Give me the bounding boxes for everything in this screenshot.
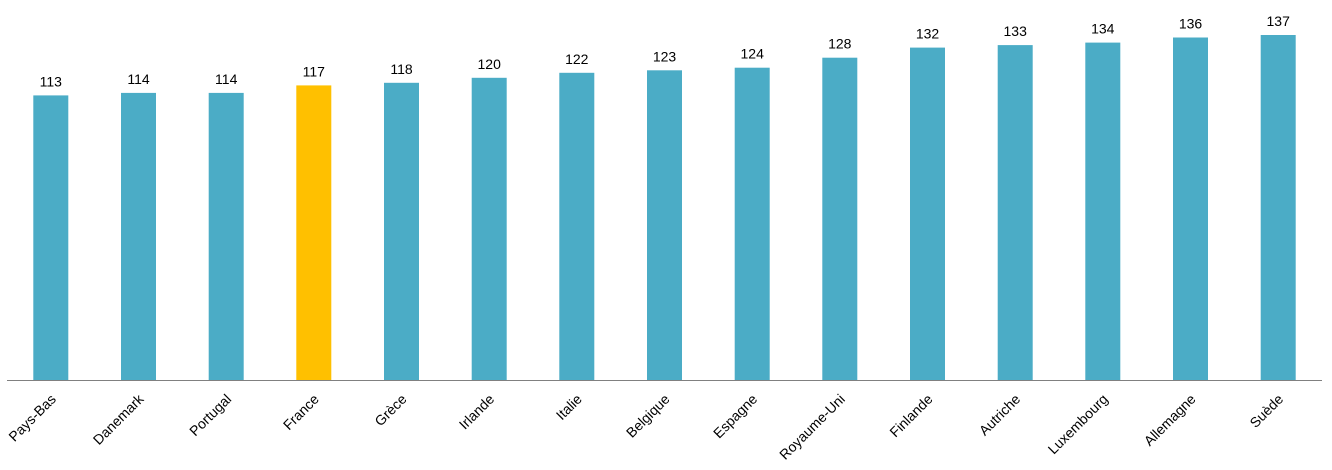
category-label: Danemark: [90, 390, 148, 448]
value-label: 122: [565, 51, 589, 67]
value-label: 136: [1179, 16, 1203, 32]
value-label: 120: [478, 56, 502, 72]
bar-portugal: [208, 92, 244, 381]
value-label: 118: [390, 61, 413, 77]
category-label: Espagne: [710, 391, 761, 442]
value-label: 124: [741, 46, 765, 62]
value-labels-group: 113 114 114 117 118 120 122 123 124 128 132 133 134 1…: [40, 13, 1290, 89]
bar-france: [296, 85, 332, 381]
bar-allemagne: [1173, 37, 1208, 380]
bar-royaume-uni: [822, 57, 858, 380]
value-label: 114: [215, 71, 238, 87]
bar-pays-bas: [33, 95, 69, 381]
value-label: 113: [40, 73, 63, 89]
bar-su-de: [1260, 35, 1296, 380]
category-label: Autriche: [976, 391, 1024, 439]
bar-luxembourg: [1085, 42, 1121, 380]
bar-autriche: [997, 45, 1033, 380]
value-label: 137: [1267, 13, 1291, 29]
value-label: 132: [916, 26, 940, 42]
category-label: Irlande: [456, 391, 498, 433]
bar-espagne: [734, 67, 770, 380]
category-label: Portugal: [186, 391, 234, 439]
value-label: 128: [828, 36, 852, 52]
category-label: Belgique: [623, 391, 673, 441]
bar-irlande: [471, 77, 507, 381]
bars-group: [33, 35, 1296, 381]
category-label: Luxembourg: [1045, 391, 1111, 457]
category-label: France: [280, 391, 322, 433]
category-labels-group: Pays-Bas Danemark Portugal France Grèce Irlan…: [5, 390, 1286, 463]
value-label: 117: [303, 63, 326, 79]
bar-gr-ce: [384, 82, 419, 381]
category-label: Italie: [553, 391, 585, 423]
category-label: Allemagne: [1141, 391, 1199, 449]
category-label: Grèce: [371, 391, 409, 429]
category-label: Pays-Bas: [5, 391, 59, 445]
bar-danemark: [121, 92, 156, 381]
bar-belgique: [647, 70, 682, 381]
value-label: 123: [653, 48, 677, 64]
bar-italie: [559, 72, 595, 381]
value-label: 134: [1091, 21, 1115, 37]
bar-finlande: [910, 47, 945, 380]
value-label: 133: [1004, 23, 1028, 39]
category-label: Suède: [1246, 391, 1286, 431]
category-label: Finlande: [886, 391, 935, 440]
category-label: Royaume-Uni: [776, 391, 848, 463]
value-label: 114: [127, 71, 150, 87]
